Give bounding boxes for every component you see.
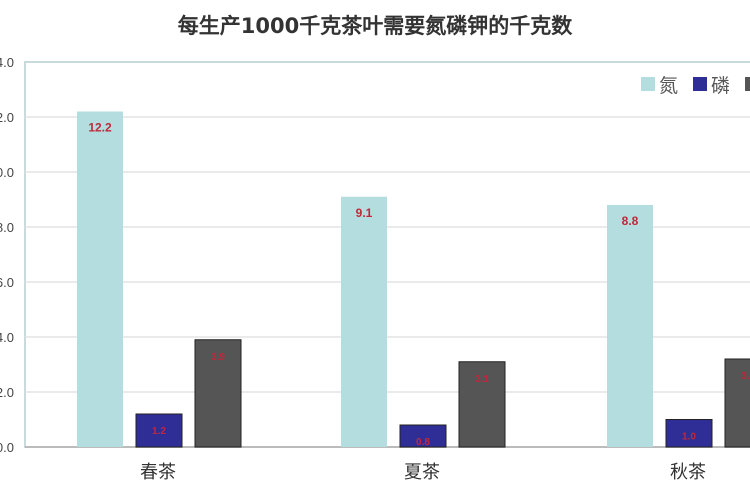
data-label: 9.1 [356,206,373,220]
legend-marker [641,77,655,91]
bar [341,196,387,447]
bar [458,361,506,448]
legend-marker [693,77,707,91]
chart-title: 每生产1000千克茶叶需要氮磷钾的千克数 [177,14,573,38]
y-tick-label: 14.0 [0,55,14,70]
data-label: 3.1 [475,374,489,385]
legend-marker [745,77,750,91]
data-label: 3.2 [741,371,750,382]
data-label: 0.8 [416,437,430,448]
data-label: 12.2 [88,121,112,135]
bar [135,413,183,448]
bar [77,111,123,447]
y-tick-label: 2.0 [0,385,14,400]
y-tick-label: 12.0 [0,110,14,125]
x-tick-label: 夏茶 [404,462,440,483]
data-label: 1.2 [152,426,166,437]
bar [607,205,653,447]
data-label: 3.9 [211,352,225,363]
data-label: 1.0 [682,432,696,443]
y-tick-label: 8.0 [0,220,14,235]
bar [194,339,242,448]
y-tick-label: 10.0 [0,165,14,180]
legend-label: 氮 [659,75,678,97]
y-tick-label: 0.0 [0,440,14,455]
x-tick-label: 春茶 [140,462,176,483]
bar [665,419,713,448]
bar [724,358,750,448]
data-label: 8.8 [622,214,639,228]
legend-label: 磷 [711,75,730,97]
y-tick-label: 4.0 [0,330,14,345]
y-tick-label: 6.0 [0,275,14,290]
x-tick-label: 秋茶 [670,462,706,483]
bar [399,424,447,448]
